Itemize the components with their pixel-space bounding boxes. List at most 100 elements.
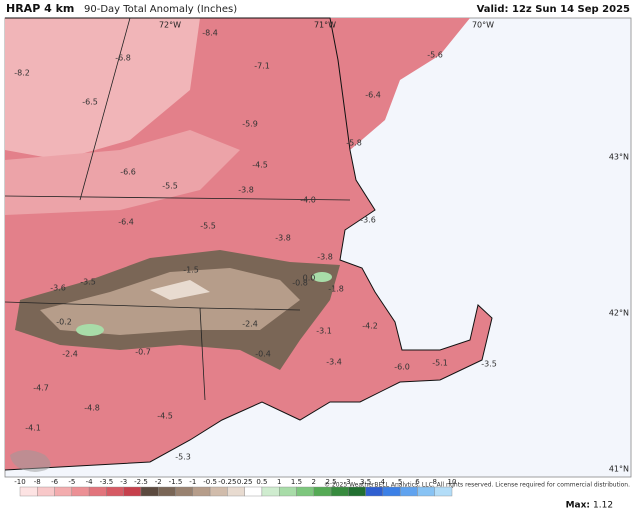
color-swatch — [417, 486, 435, 497]
wet-spot — [312, 272, 332, 282]
color-swatch — [365, 486, 384, 497]
title: HRAP 4 km — [6, 2, 74, 15]
colorbar-label: -4 — [86, 478, 94, 486]
colorbar-label: 3.5 — [360, 478, 371, 486]
anomaly-value: -5.1 — [432, 359, 448, 368]
anomaly-value: -6.5 — [82, 98, 98, 107]
anomaly-value: -6.4 — [118, 218, 134, 227]
anomaly-value: -8.4 — [202, 29, 218, 38]
anomaly-value: -4.8 — [84, 404, 100, 413]
map-labels: 72°W 71°W 70°W 43°N 42°N 41°N -8.4 -6.8 -7.1 -8.2… — [14, 21, 629, 474]
colorbar-label: 5 — [398, 478, 402, 486]
colorbar-label: 1 — [277, 478, 281, 486]
wet-spot — [76, 324, 104, 336]
anomaly-value: 0.0 — [303, 274, 316, 283]
anomaly-value: -2.4 — [242, 320, 258, 329]
anomaly-value: -4.5 — [252, 161, 268, 170]
colorbar-label: 2 — [312, 478, 316, 486]
colorbar-label: -10 — [14, 478, 25, 486]
anomaly-value: -3.1 — [316, 327, 332, 336]
lon-label: 70°W — [472, 21, 494, 30]
state-borders — [4, 17, 351, 401]
anomaly-value: -4.1 — [25, 424, 41, 433]
color-swatch — [71, 486, 90, 497]
dry-band-light — [40, 268, 300, 335]
anomaly-value: -0.2 — [56, 318, 72, 327]
copyright: © 2025 WeatherBELL Analytics, LLC. All r… — [324, 482, 630, 489]
anomaly-value: -3.8 — [275, 234, 291, 243]
color-swatch — [330, 486, 349, 497]
anomaly-value: -5.5 — [200, 222, 216, 231]
anomaly-value: -4.0 — [300, 196, 316, 205]
colorbar-label: 0.5 — [256, 478, 267, 486]
lat-label: 43°N — [609, 153, 629, 162]
anomaly-value: -6.8 — [115, 54, 131, 63]
color-swatch — [227, 486, 245, 497]
anomaly-value: -4.2 — [362, 322, 378, 331]
colorbar-label: -2 — [155, 478, 162, 486]
color-swatch — [192, 486, 211, 497]
anomaly-value: -6.6 — [120, 168, 136, 177]
anomaly-value: -1.8 — [328, 285, 344, 294]
colorbar-label: -0.5 — [203, 478, 217, 486]
color-swatch — [261, 486, 280, 497]
color-swatch — [434, 486, 453, 497]
color-swatch — [123, 486, 142, 497]
anomaly-value: -3.5 — [80, 278, 96, 287]
colorbar-label: -1.5 — [169, 478, 183, 486]
colorbar-label: -3 — [120, 478, 127, 486]
anomaly-value: -1.5 — [183, 266, 199, 275]
anomaly-value: -5.6 — [427, 51, 443, 60]
color-swatch — [313, 486, 332, 497]
dry-core — [150, 280, 210, 300]
colorbar-label: 3 — [346, 478, 350, 486]
colorbar-label: -5 — [68, 478, 75, 486]
colorbar-label: -8 — [34, 478, 41, 486]
colorbar-label: -3.5 — [100, 478, 114, 486]
anomaly-value: -6.0 — [394, 363, 410, 372]
light-anomaly — [5, 130, 240, 215]
color-swatch — [348, 486, 366, 497]
color-swatch — [175, 486, 194, 497]
max-label: Max: — [566, 501, 590, 511]
colorbar-label: 1.5 — [291, 478, 302, 486]
color-swatch — [140, 486, 159, 497]
colorbar-label: 8 — [432, 478, 436, 486]
anomaly-value: -7.1 — [254, 62, 270, 71]
lat-label: 42°N — [609, 309, 629, 318]
anomaly-value: -3.8 — [317, 253, 333, 262]
anomaly-value: -0.7 — [135, 348, 151, 357]
color-swatch — [244, 486, 263, 497]
color-swatch — [399, 486, 418, 497]
color-swatch — [296, 486, 314, 497]
color-swatch — [209, 486, 228, 497]
max-value: 1.12 — [593, 501, 613, 511]
anomaly-value: -8.2 — [14, 69, 30, 78]
lon-label: 71°W — [314, 21, 336, 30]
anomaly-value: -4.5 — [157, 412, 173, 421]
anomaly-value: -0.4 — [255, 350, 271, 359]
colorbar-label: -0.25 — [218, 478, 236, 486]
subtitle: 90-Day Total Anomaly (Inches) — [84, 4, 237, 15]
anomaly-value: -3.6 — [50, 284, 66, 293]
anomaly-value: -2.4 — [62, 350, 78, 359]
anomaly-value: -6.4 — [365, 91, 381, 100]
colorbar-label: 10 — [448, 478, 457, 486]
colorbar: -10 -8 -6 -5 -4 -3.5 -3 -2.5 -2 -1.5 -1 -0.5 -0.25 0.… — [14, 478, 457, 497]
coastline — [4, 17, 493, 471]
anomaly-value: -5.9 — [242, 120, 258, 129]
anomaly-value: -3.5 — [481, 360, 497, 369]
anomaly-value: -0.8 — [292, 279, 308, 288]
anomaly-value: -5.3 — [175, 453, 191, 462]
color-swatch — [158, 486, 176, 497]
map — [4, 17, 632, 478]
color-swatch — [37, 486, 55, 497]
color-swatch — [106, 486, 124, 497]
anomaly-value: -5.8 — [346, 139, 362, 148]
colorbar-label: 4 — [381, 478, 386, 486]
light-anomaly — [5, 18, 200, 160]
colorbar-label: -2.5 — [134, 478, 148, 486]
colorbar-label: 2.5 — [325, 478, 336, 486]
anomaly-value: -3.4 — [326, 358, 342, 367]
anomaly-value: -3.8 — [238, 186, 254, 195]
